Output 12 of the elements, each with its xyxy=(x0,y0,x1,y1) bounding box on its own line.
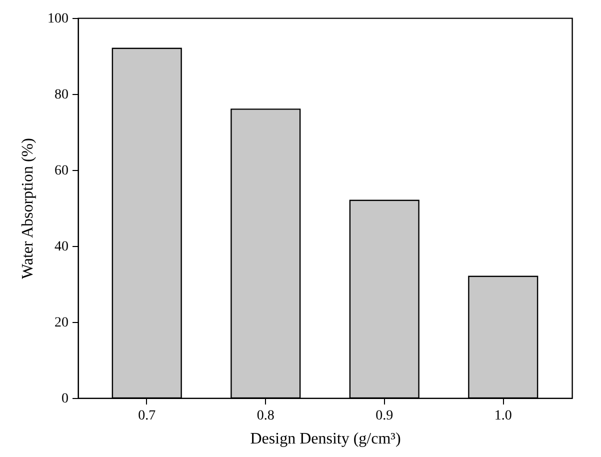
x-tick-label: 0.8 xyxy=(256,408,274,424)
y-tick-label: 100 xyxy=(48,12,68,26)
x-tick-label: 0.9 xyxy=(376,408,394,424)
y-axis-title: Water Absorption (%) xyxy=(20,138,36,279)
y-tick-label: 0 xyxy=(62,392,68,406)
y-tick-label: 60 xyxy=(54,164,68,178)
y-tick-label: 80 xyxy=(54,88,68,102)
x-tick-label: 0.7 xyxy=(138,408,156,424)
y-tick-label: 20 xyxy=(54,316,68,330)
x-axis-title: Design Density (g/cm³) xyxy=(250,430,401,448)
x-tick-label: 1.0 xyxy=(494,408,512,424)
y-tick-label: 40 xyxy=(54,240,68,254)
